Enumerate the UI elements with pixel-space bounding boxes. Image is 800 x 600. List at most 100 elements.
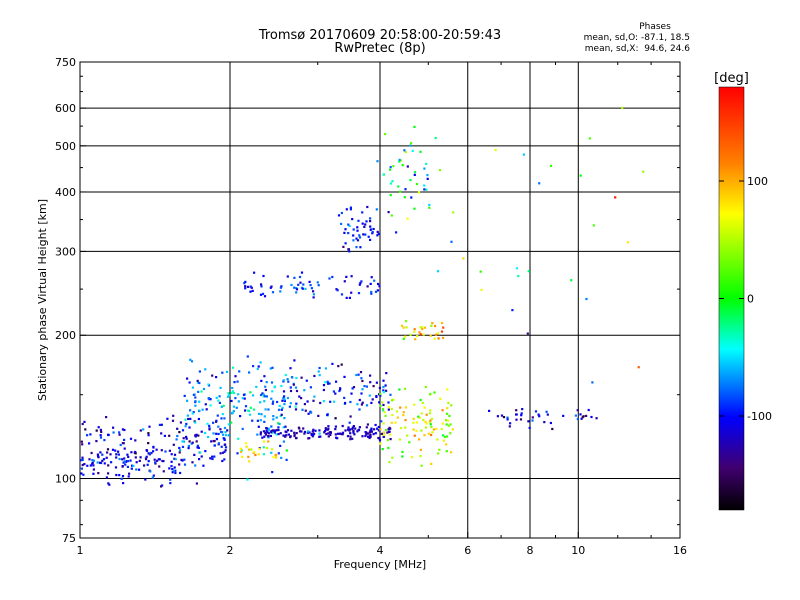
data-point: [210, 440, 213, 443]
data-point: [262, 430, 265, 433]
data-point: [295, 389, 299, 393]
phase-stats: Phases mean, sd,O: -87.1, 18.5 mean, sd,…: [560, 22, 690, 55]
data-point: [442, 439, 445, 442]
data-point: [421, 401, 424, 405]
data-point: [376, 234, 379, 237]
data-point: [358, 408, 361, 411]
data-point: [515, 413, 518, 416]
data-point: [369, 381, 372, 384]
data-point: [262, 446, 265, 449]
data-point: [425, 413, 428, 416]
data-point: [112, 431, 115, 434]
data-point: [89, 433, 92, 436]
data-point: [117, 450, 120, 453]
data-point: [80, 467, 83, 470]
data-point: [170, 460, 173, 463]
data-point: [386, 431, 389, 434]
data-point: [259, 293, 263, 296]
data-point: [312, 296, 315, 299]
data-point: [108, 483, 111, 486]
data-point: [245, 445, 248, 448]
data-point: [352, 430, 355, 433]
data-point: [147, 432, 150, 435]
data-point: [531, 419, 534, 422]
data-point: [311, 435, 314, 438]
data-point: [425, 162, 428, 165]
data-point: [277, 452, 280, 455]
data-point: [244, 280, 247, 283]
data-point: [169, 478, 172, 481]
data-point: [378, 285, 381, 288]
data-point: [385, 428, 388, 432]
data-point: [368, 394, 371, 397]
data-point: [506, 418, 509, 421]
x-tick-label: 4: [377, 544, 384, 557]
data-point: [411, 149, 414, 152]
data-point: [265, 381, 268, 384]
data-point: [334, 417, 337, 420]
data-point: [339, 388, 342, 391]
data-point: [259, 401, 262, 404]
data-point: [422, 419, 425, 422]
data-point: [331, 275, 334, 279]
data-point: [585, 414, 588, 417]
data-point: [434, 333, 438, 336]
data-point: [282, 396, 285, 400]
data-point: [273, 385, 276, 388]
data-point: [145, 455, 148, 458]
data-point: [352, 228, 355, 231]
data-point: [239, 447, 243, 450]
data-point: [420, 464, 423, 467]
data-point: [92, 472, 95, 475]
data-point: [197, 390, 200, 393]
data-point: [378, 439, 382, 442]
data-point: [324, 381, 327, 384]
data-point: [106, 448, 110, 451]
data-point: [379, 392, 382, 396]
data-point: [350, 392, 353, 395]
data-point: [361, 211, 364, 214]
data-point: [219, 386, 222, 389]
data-point: [303, 432, 306, 435]
data-point: [449, 432, 452, 435]
data-point: [546, 413, 549, 416]
data-point: [318, 374, 321, 377]
data-point: [171, 419, 175, 422]
data-point: [298, 395, 301, 398]
y-tick-label: 200: [55, 329, 76, 342]
data-point: [390, 421, 393, 424]
data-point: [506, 416, 509, 419]
data-point: [382, 422, 385, 425]
data-points: [80, 106, 645, 488]
data-point: [428, 203, 431, 206]
data-point: [537, 413, 540, 416]
data-point: [390, 407, 393, 411]
data-point: [259, 393, 263, 397]
data-point: [259, 361, 262, 364]
data-point: [322, 384, 326, 387]
data-point: [289, 389, 293, 393]
data-point: [256, 433, 259, 436]
data-point: [152, 474, 155, 477]
data-point: [241, 397, 244, 400]
data-point: [359, 246, 362, 249]
colorbar: [deg] 100 0 -100: [714, 71, 772, 511]
data-point: [285, 431, 288, 434]
data-point: [363, 385, 366, 388]
data-point: [408, 441, 411, 444]
data-point: [187, 444, 190, 448]
data-point: [300, 397, 303, 400]
data-point: [309, 284, 312, 287]
data-point: [358, 398, 361, 402]
data-point: [110, 461, 113, 464]
data-point: [257, 412, 261, 415]
data-point: [381, 448, 384, 451]
data-point: [395, 410, 399, 413]
data-point: [253, 271, 256, 274]
data-point: [406, 217, 409, 220]
data-point: [295, 376, 298, 380]
data-point: [386, 439, 389, 442]
data-point: [174, 458, 177, 461]
data-point: [142, 428, 145, 431]
